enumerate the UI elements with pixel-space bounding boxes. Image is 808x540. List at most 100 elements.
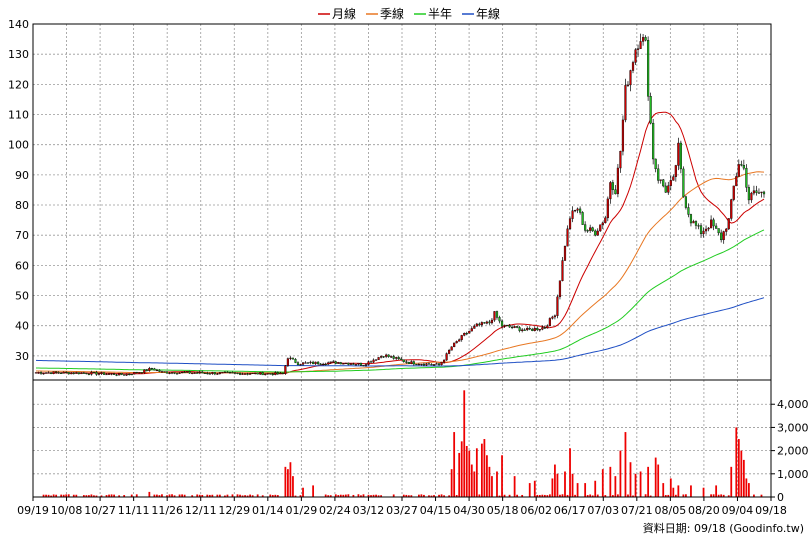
candle-body [594, 230, 597, 236]
volume-bar [591, 495, 594, 497]
candle-body [357, 362, 360, 365]
candle-body [561, 260, 564, 281]
candle-body [143, 369, 146, 373]
candle-body [634, 49, 637, 63]
candle-body [37, 372, 40, 374]
candle-body [553, 315, 557, 318]
volume-bar [745, 478, 748, 497]
candle-body [301, 362, 305, 365]
candle-body [712, 219, 715, 227]
candle-body [649, 96, 652, 124]
volume-bar [619, 450, 622, 497]
candle-body [742, 165, 745, 169]
candle-body [694, 221, 698, 226]
volume-bar [470, 464, 473, 497]
candle-body [616, 167, 619, 195]
volume-bar [324, 494, 327, 497]
candle-body [296, 362, 300, 365]
candle-body [755, 190, 758, 193]
volume-bar [88, 495, 90, 497]
volume-bar [488, 466, 491, 497]
candle-body [654, 158, 657, 170]
volume-bar [329, 495, 332, 497]
candle-body [173, 372, 176, 374]
candle-body [359, 362, 363, 366]
price-tick-label: 130 [8, 48, 29, 61]
volume-bar [55, 494, 58, 497]
volume-bar [405, 494, 408, 497]
volume-bar [730, 466, 733, 497]
candle-body [107, 373, 111, 375]
candle-body [629, 70, 632, 86]
candle-body [314, 361, 317, 365]
volume-bar [249, 494, 252, 497]
date-tick-label: 10/08 [51, 504, 83, 517]
candle-body [614, 189, 617, 195]
candle-body [715, 225, 718, 229]
volume-bar [168, 494, 171, 497]
candle-body [112, 373, 116, 375]
volume-bar [100, 495, 103, 497]
candle-body [488, 321, 491, 324]
candle-body [342, 363, 345, 365]
volume-bar [158, 495, 161, 497]
candle-body [644, 37, 647, 41]
candle-body [566, 228, 569, 247]
candle-body [730, 199, 733, 219]
candle-body [279, 372, 282, 375]
candle-body [657, 168, 660, 181]
candle-body [65, 371, 68, 374]
candle-body [536, 328, 539, 331]
candle-body [193, 372, 196, 374]
candle-body [153, 368, 156, 371]
volume-bar [274, 494, 277, 497]
candle-body [397, 357, 400, 360]
candle-body [372, 359, 375, 363]
candle-body [538, 329, 541, 331]
candle-body [183, 371, 186, 374]
candle-body [175, 373, 179, 375]
candle-body [95, 371, 98, 375]
volume-bar [95, 495, 98, 497]
volume-bar [498, 495, 501, 497]
candle-body [576, 208, 579, 211]
volume-bar [370, 495, 372, 497]
volume-bar [715, 485, 718, 497]
candle-body [589, 227, 592, 231]
volume-bar [410, 495, 413, 497]
volume-bar [667, 494, 670, 497]
volume-bar [556, 473, 559, 497]
candle-body [82, 372, 85, 374]
date-tick-label: 06/02 [520, 504, 552, 517]
candle-body [246, 373, 249, 375]
volume-bar [420, 494, 423, 497]
candle-body [750, 192, 753, 201]
candle-body [128, 373, 131, 376]
volume-bar [430, 495, 433, 497]
candle-body [334, 361, 337, 364]
volume-bar [372, 494, 375, 497]
price-tick-label: 30 [15, 350, 29, 363]
volume-bar [166, 495, 168, 497]
date-tick-label: 07/03 [587, 504, 619, 517]
candle-body [362, 364, 365, 367]
candle-body [551, 316, 554, 319]
candle-body [687, 207, 690, 215]
candle-body [667, 185, 670, 193]
volume-bar [337, 495, 340, 497]
volume-bar [118, 495, 121, 497]
volume-bar [375, 494, 377, 497]
price-axis-ticks: 30 40 50 60 70 80 90 100 110 120 130 140 [8, 18, 29, 363]
volume-bar [450, 469, 453, 497]
candle-body [97, 373, 101, 375]
volume-bar [198, 494, 201, 497]
volume-bar [576, 483, 579, 497]
candle-body [679, 142, 682, 170]
volume-bar [178, 494, 181, 497]
candle-body [505, 324, 509, 327]
candle-body [203, 372, 206, 375]
volume-bar [685, 494, 687, 497]
volume-bar [480, 443, 483, 497]
candle-body [707, 227, 710, 230]
